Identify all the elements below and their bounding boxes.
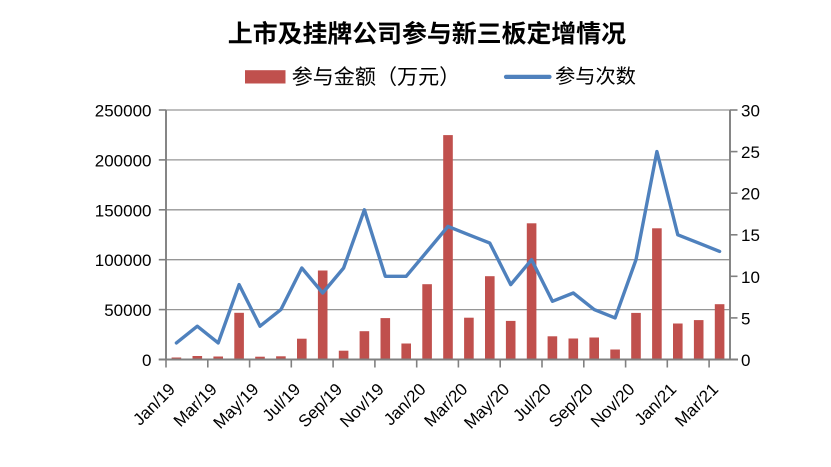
- svg-text:5: 5: [741, 309, 750, 328]
- svg-text:100000: 100000: [95, 251, 152, 270]
- svg-text:30: 30: [741, 102, 760, 121]
- svg-text:50000: 50000: [104, 301, 151, 320]
- svg-text:20: 20: [741, 185, 760, 204]
- svg-text:250000: 250000: [95, 102, 152, 121]
- svg-text:25: 25: [741, 143, 760, 162]
- svg-text:0: 0: [741, 351, 750, 370]
- svg-text:15: 15: [741, 226, 760, 245]
- svg-text:10: 10: [741, 268, 760, 287]
- svg-text:150000: 150000: [95, 201, 152, 220]
- svg-text:200000: 200000: [95, 151, 152, 170]
- svg-text:0: 0: [142, 351, 151, 370]
